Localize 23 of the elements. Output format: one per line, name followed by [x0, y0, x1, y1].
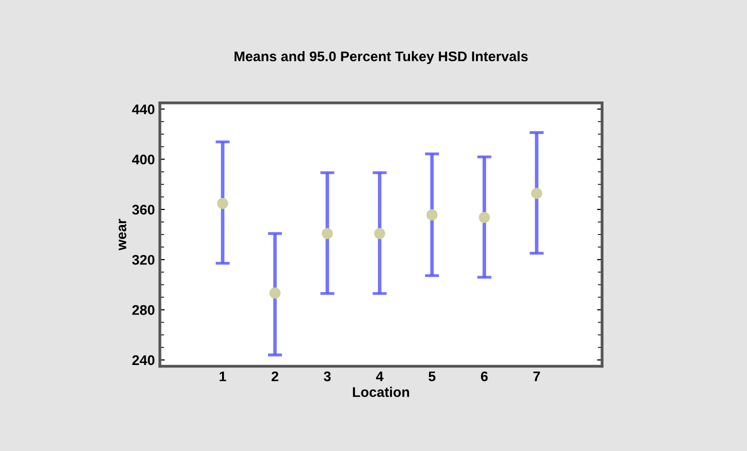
x-tick-label: 6 [480, 371, 488, 382]
x-tick-label: 4 [376, 372, 384, 382]
x-tick-label: 5 [428, 372, 436, 382]
x-tick-label: 3 [324, 371, 331, 382]
y-axis-title: wear [118, 218, 126, 250]
point [322, 228, 333, 240]
y-tick-label: 400 [132, 154, 154, 164]
y-tick-label: 360 [132, 204, 154, 215]
x-tick-label: 1 [220, 372, 226, 382]
y-tick-label: 240 [132, 355, 154, 366]
point [269, 288, 281, 299]
point [374, 228, 386, 240]
y-tick-label: 440 [132, 104, 154, 114]
y-tick-label: 320 [132, 254, 154, 265]
point [478, 212, 490, 224]
x-tick-label: 7 [533, 372, 540, 382]
point [217, 198, 228, 209]
point [426, 209, 438, 220]
x-tick-label: 2 [272, 371, 278, 382]
x-axis-title: Location [352, 386, 410, 397]
point [531, 188, 542, 199]
chart-title: Means and 95.0 Percent Tukey HSD Intervals [234, 51, 528, 64]
y-tick-label: 280 [132, 305, 154, 315]
